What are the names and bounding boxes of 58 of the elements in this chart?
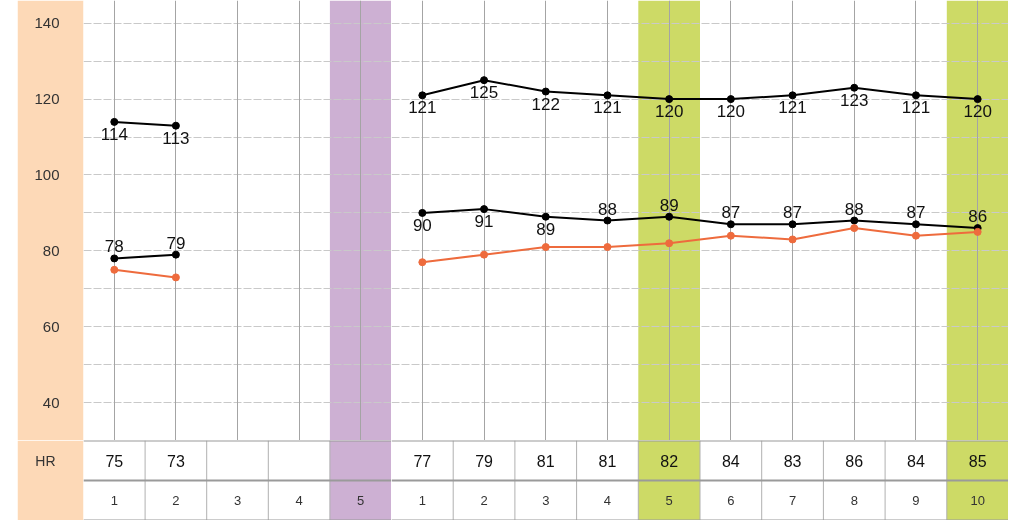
data-label: 120 [963, 102, 992, 122]
data-label: 122 [531, 94, 560, 114]
data-label: 113 [162, 128, 190, 148]
x-tick-label: 3 [233, 493, 242, 508]
data-label: 121 [901, 98, 931, 118]
y-tick-label: 140 [34, 14, 60, 32]
data-label: 123 [840, 90, 869, 110]
data-label: 85 [968, 452, 987, 470]
data-label: 121 [593, 98, 622, 118]
data-label: 84 [907, 452, 925, 470]
data-label: 82 [660, 452, 679, 470]
y-tick-label: 60 [42, 317, 60, 335]
x-tick-label: 4 [603, 493, 612, 508]
data-label: 83 [783, 452, 802, 470]
x-tick-label: 10 [970, 493, 985, 508]
text: HR [35, 452, 56, 469]
data-label: 88 [598, 199, 617, 219]
data-label: 86 [968, 207, 988, 227]
data-label: 81 [598, 452, 617, 470]
y-tick-label: 40 [42, 393, 60, 411]
x-tick-label: 3 [542, 493, 550, 508]
data-label: 79 [166, 233, 186, 253]
y-tick-label: 100 [34, 165, 60, 183]
data-label: 79 [475, 452, 494, 470]
x-tick-label: 2 [172, 493, 180, 508]
data-label: 89 [536, 219, 556, 239]
x-tick-label: 2 [480, 493, 488, 508]
x-tick-label: 9 [912, 493, 920, 508]
y-tick-label: 120 [34, 90, 60, 108]
data-label: 121 [778, 98, 807, 118]
x-tick-label: 5 [665, 493, 673, 508]
x-tick-label: 8 [850, 493, 858, 508]
data-label: 120 [654, 102, 684, 122]
data-label: 88 [844, 199, 864, 219]
data-label: 87 [783, 203, 803, 223]
data-label: 125 [469, 83, 499, 103]
data-label: 91 [474, 212, 494, 232]
data-label: 121 [408, 98, 437, 118]
data-label: 75 [105, 452, 124, 470]
x-tick-label: 5 [357, 493, 365, 508]
data-label: 86 [845, 452, 864, 470]
x-tick-label: 1 [110, 493, 118, 508]
x-tick-label: 1 [418, 493, 426, 508]
x-tick-label: 7 [788, 493, 797, 508]
x-tick-label: 6 [727, 493, 735, 508]
data-label: 77 [413, 452, 432, 470]
data-label: 87 [906, 203, 926, 223]
data-label: 84 [721, 452, 740, 470]
data-label: 81 [536, 452, 555, 470]
data-label: 87 [721, 203, 741, 223]
data-label: 120 [716, 102, 746, 122]
y-tick-label: 80 [42, 241, 60, 259]
x-tick-label: 4 [295, 493, 303, 508]
data-label: 73 [167, 452, 185, 470]
data-label: 114 [100, 124, 128, 144]
data-label: 89 [659, 195, 679, 215]
data-label: 78 [104, 237, 124, 257]
data-label: 90 [412, 215, 432, 235]
